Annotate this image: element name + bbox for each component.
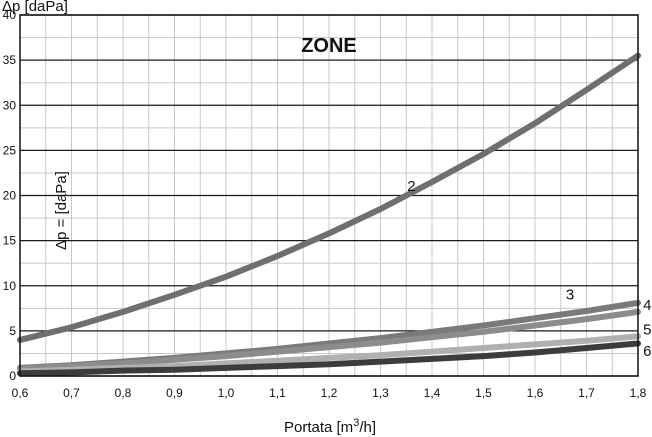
x-tick-label: 1,8 [630, 386, 647, 400]
y-tick-label: 15 [3, 234, 17, 248]
x-axis-label-end: /h] [359, 419, 376, 436]
x-tick-label: 1,4 [424, 386, 441, 400]
x-tick-label: 1,5 [475, 386, 492, 400]
y-tick-label: 5 [9, 324, 16, 338]
series-label-5: 5 [643, 321, 651, 338]
x-axis-label-text: Portata [m [284, 419, 353, 436]
x-tick-label: 0,7 [63, 386, 80, 400]
y-tick-label: 40 [3, 8, 17, 22]
series-lines [17, 52, 641, 377]
x-tick-label: 1,2 [321, 386, 338, 400]
chart-title: ZONE [301, 35, 357, 57]
x-tick-label: 0,8 [115, 386, 132, 400]
y-tick-label: 20 [3, 189, 17, 203]
y-tick-label: 25 [3, 143, 17, 157]
x-tick-label: 1,3 [372, 386, 389, 400]
x-tick-label: 0,9 [166, 386, 183, 400]
series-label-2: 2 [407, 178, 415, 195]
x-tick-label: 1,7 [578, 386, 595, 400]
y-axis-top-label: Δp [daPa] [2, 0, 68, 15]
y-tick-label: 10 [3, 279, 17, 293]
y-axis-inner-label: Δp = [daPa] [53, 171, 70, 250]
series-line-2 [17, 52, 641, 343]
series-label-6: 6 [643, 343, 651, 360]
x-tick-labels: 0,6 0,7 0,8 0,9 1,0 1,1 1,2 1,3 1,4 1,5 1,6 1,7 1,8 [12, 386, 647, 400]
grid [19, 14, 639, 377]
x-tick-label: 0,6 [12, 386, 29, 400]
series-line-4 [17, 308, 641, 372]
series-label-4: 4 [643, 297, 651, 314]
series-line-6 [17, 340, 641, 377]
x-axis-label-sup: 3 [353, 417, 359, 429]
y-tick-labels: 0 5 10 15 20 25 30 35 40 [3, 8, 17, 383]
y-tick-label: 30 [3, 98, 17, 112]
y-tick-label: 0 [9, 369, 16, 383]
x-tick-label: 1,1 [269, 386, 286, 400]
series-label-3: 3 [566, 286, 574, 303]
x-tick-label: 1,0 [218, 386, 235, 400]
plot-frame [19, 14, 639, 377]
x-tick-label: 1,6 [527, 386, 544, 400]
x-axis-label: Portata [m3/h] [284, 417, 376, 436]
y-tick-label: 35 [3, 53, 17, 67]
series-labels: 2 3 4 5 6 [407, 178, 651, 360]
